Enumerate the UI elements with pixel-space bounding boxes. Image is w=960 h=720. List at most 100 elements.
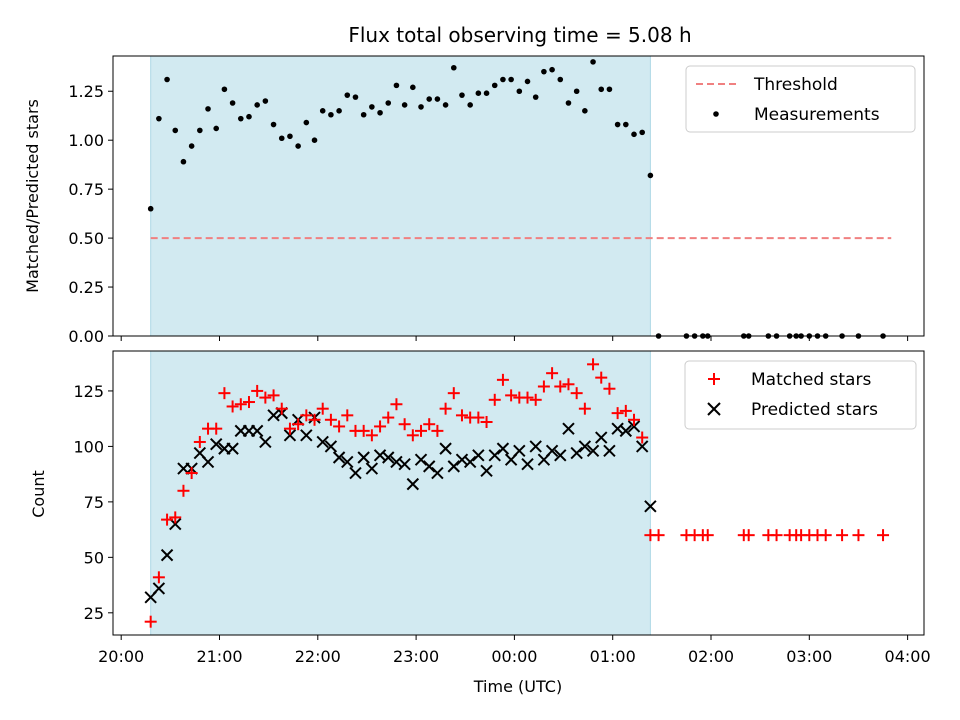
matched-star-marker (283, 422, 296, 435)
measurement-point (295, 143, 301, 149)
predicted-star-marker (578, 440, 592, 453)
measurement-point (459, 92, 465, 98)
matched-star-marker (431, 424, 444, 437)
matched-star-marker (218, 387, 231, 400)
matched-star-marker (521, 391, 534, 404)
y-tick-label: 0.25 (68, 278, 104, 297)
predicted-star-marker (382, 451, 395, 464)
y-tick-label: 25 (84, 604, 104, 623)
predicted-star-marker (603, 444, 616, 458)
predicted-star-marker (595, 431, 608, 444)
matched-star-marker (619, 404, 632, 417)
measurement-point (393, 82, 400, 89)
measurement-point (246, 113, 252, 120)
predicted-star-marker (529, 440, 542, 453)
measurement-point (442, 102, 449, 108)
measurement-point (278, 135, 285, 142)
matched-star-marker (406, 429, 419, 442)
legend-measurements-swatch (713, 111, 719, 117)
measurement-point (377, 109, 383, 116)
measurement-point (582, 108, 588, 114)
measurement-point (467, 102, 473, 108)
legend-threshold-label: Threshold (753, 75, 838, 95)
measurement-point (344, 92, 351, 98)
matched-star-marker (819, 529, 832, 542)
measurement-point (541, 68, 547, 75)
matched-star-marker (251, 384, 264, 397)
matched-star-marker (562, 378, 575, 391)
bottom-plot-frame (112, 350, 925, 636)
measurement-point (188, 143, 195, 149)
predicted-star-marker (406, 477, 420, 491)
measurement-point (311, 137, 318, 143)
measurement-point (319, 108, 326, 114)
matched-star-marker (398, 418, 411, 431)
matched-star-marker (382, 411, 395, 424)
measurement-point (254, 102, 260, 108)
measurement-point (623, 121, 629, 128)
predicted-star-marker (226, 442, 239, 455)
matched-star-marker (242, 396, 255, 409)
predicted-star-marker (472, 449, 485, 462)
x-tick-label: 20:00 (98, 647, 144, 666)
bottom-legend-box (684, 360, 917, 430)
matched-star-marker (390, 398, 403, 411)
bottom-y-axis-ticks: 25 50 75 100 125 (73, 382, 113, 623)
matched-star-marker (292, 418, 305, 431)
matched-star-marker (488, 393, 501, 406)
predicted-star-marker (431, 466, 444, 480)
bottom-x-axis-label: Time (UTC) (473, 677, 562, 696)
measurement-point (147, 205, 154, 212)
matched-star-marker (595, 371, 608, 384)
matched-star-marker (496, 373, 509, 386)
matched-star-marker (267, 389, 280, 402)
observing-window-shade (150, 350, 651, 636)
matched-star-marker (193, 435, 206, 448)
y-tick-label: 100 (73, 437, 104, 456)
predicted-star-marker (513, 444, 526, 458)
matched-star-marker (701, 529, 714, 542)
predicted-star-marker (324, 440, 338, 453)
legend-matched-swatch (708, 373, 720, 385)
observing-window-shade (150, 55, 651, 337)
predicted-star-marker (259, 435, 272, 449)
measurement-point (303, 119, 310, 126)
predicted-star-marker (488, 449, 501, 462)
matched-star-marker (226, 400, 239, 413)
predicted-star-marker (152, 582, 166, 595)
matched-star-marker (852, 529, 865, 542)
measurement-point (385, 100, 392, 106)
matched-star-marker (505, 389, 518, 402)
predicted-star-marker (283, 429, 297, 442)
matched-star-marker (316, 402, 329, 415)
predicted-star-marker (644, 500, 657, 513)
predicted-star-marker (160, 548, 174, 562)
matched-star-marker (636, 431, 649, 444)
predicted-star-marker (365, 462, 379, 475)
predicted-star-marker (349, 466, 362, 480)
matched-star-marker (603, 382, 616, 395)
predicted-star-marker (332, 451, 346, 464)
top-legend-box (685, 65, 916, 133)
predicted-star-marker (635, 440, 649, 453)
matched-star-marker (439, 402, 452, 415)
predicted-star-marker (250, 424, 264, 438)
predicted-star-marker (357, 451, 370, 464)
predicted-star-marker (423, 460, 436, 473)
measurement-point (557, 76, 564, 83)
measurement-point (434, 96, 441, 102)
matched-star-marker (308, 413, 321, 426)
predicted-star-marker (300, 429, 313, 442)
top-panel: Flux total observing time = 5.08 h 0.000… (23, 23, 925, 346)
predicted-star-marker (210, 437, 223, 451)
predicted-star-marker (201, 455, 215, 469)
y-tick-label: 1.00 (68, 131, 104, 150)
matched-star-marker (177, 484, 190, 497)
matched-star-marker (357, 424, 370, 437)
matched-star-marker (210, 422, 223, 435)
measurement-point (614, 121, 621, 128)
matched-star-marker (374, 420, 387, 433)
matched-star-marker (570, 387, 583, 400)
measurement-point (229, 100, 236, 106)
matched-star-marker (161, 513, 174, 526)
